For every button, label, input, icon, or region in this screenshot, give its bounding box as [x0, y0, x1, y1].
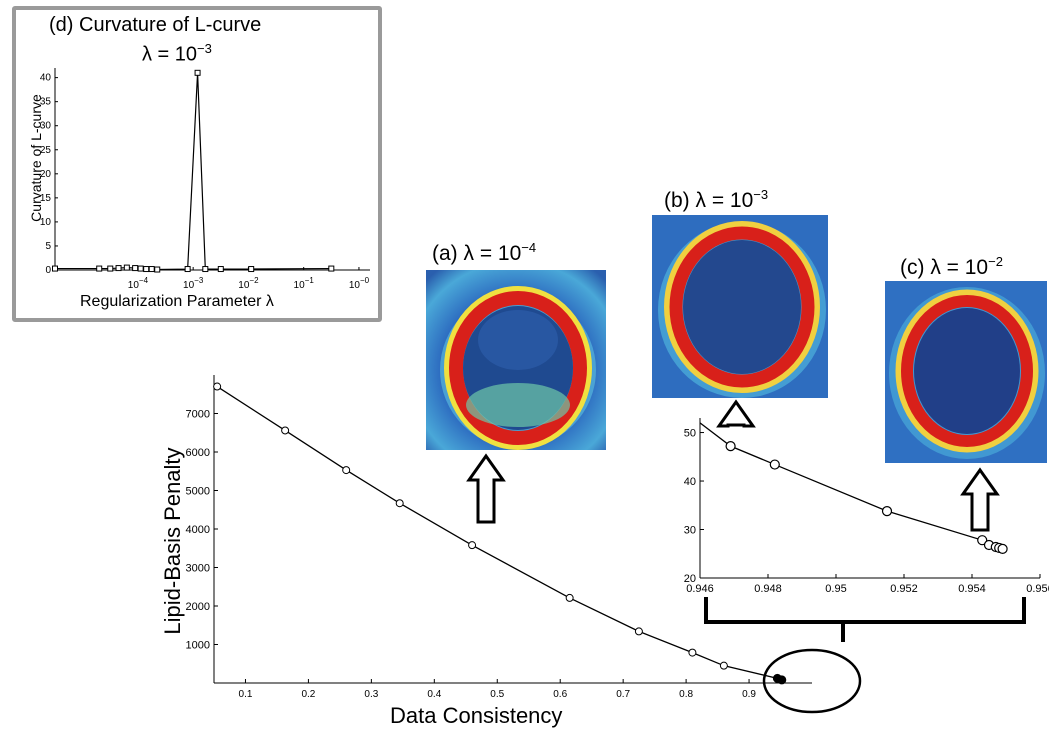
zoom-region-ellipse: [762, 648, 862, 714]
lipid-map-c: [885, 281, 1047, 463]
main-data-point: [565, 593, 574, 602]
curv-data-point: [137, 265, 144, 272]
curv-data-point: [115, 265, 122, 272]
main-x-tick-label: 0.2: [301, 689, 315, 700]
zoom-x-tick-label: 0.95: [825, 583, 846, 595]
curv-x-tick-label: 10−4: [128, 276, 149, 291]
image-a-label: (a) λ = 10−4: [432, 240, 537, 265]
main-y-tick-label: 4000: [186, 524, 210, 536]
main-ylabel: Lipid-Basis Penalty: [160, 447, 185, 635]
zoom-x-tick-label: 0.956: [1026, 583, 1049, 595]
main-data-point: [395, 499, 404, 508]
curv-data-point: [107, 265, 114, 272]
zoom-bracket: [704, 597, 1026, 624]
curv-y-tick-label: 20: [40, 169, 52, 180]
main-x-tick-label: 0.5: [490, 689, 504, 700]
curv-y-tick-label: 25: [40, 145, 52, 156]
curvature-plot: 0 5 10 15 20 25 30 35 40 10−4 10−3 10−2 10−1 10−0: [40, 68, 370, 291]
curv-data-point: [194, 69, 201, 76]
main-y-tick-label: 1000: [186, 640, 210, 652]
curvature-ylabel: Curvature of L-curve: [28, 94, 44, 222]
main-y-tick-label: 5000: [186, 486, 210, 498]
curv-series-line: [55, 72, 332, 271]
curv-y-tick-label: 0: [45, 265, 51, 276]
curv-data-point: [96, 265, 103, 272]
zoom-data-point: [881, 505, 893, 517]
curv-y-tick-label: 15: [40, 193, 52, 204]
curv-x-tick-label: 10−0: [349, 276, 370, 291]
zoom-y-tick-label: 20: [684, 573, 696, 585]
curvature-panel: [12, 6, 382, 322]
main-data-point: [719, 661, 728, 670]
curv-data-point: [148, 266, 155, 273]
annotations: [466, 399, 1026, 714]
main-x-tick-label: 0.8: [679, 689, 693, 700]
arrow-to-image-a: [466, 453, 506, 524]
main-data-point: [688, 648, 697, 657]
curv-x-tick-label: 10−2: [238, 276, 259, 291]
main-x-tick-label: 0.9: [742, 689, 756, 700]
curv-data-point: [184, 266, 191, 273]
main-x-tick-label: 0.7: [616, 689, 630, 700]
l-curve-main-plot: 0.1 0.2 0.3 0.4 0.5 0.6 0.7 0.8 0.9 1000 2000 3000 4…: [186, 375, 812, 700]
main-x-tick-label: 0.4: [427, 689, 441, 700]
lipid-map-a: [426, 270, 606, 450]
curv-data-point: [248, 266, 255, 273]
zoom-y-tick-label: 30: [684, 525, 696, 537]
curv-data-point: [52, 265, 58, 272]
zoom-data-point: [725, 441, 736, 452]
curv-y-tick-label: 35: [40, 97, 52, 108]
main-y-tick-label: 2000: [186, 601, 210, 613]
main-x-tick-label: 0.3: [364, 689, 378, 700]
curv-data-point: [217, 266, 224, 273]
curvature-lambda-label: λ = 10−3: [142, 41, 212, 66]
main-data-point: [468, 541, 477, 550]
main-x-tick-label: 0.1: [239, 689, 253, 700]
main-y-tick-label: 7000: [186, 409, 210, 421]
zoom-x-tick-label: 0.946: [686, 583, 714, 595]
zoom-y-tick-label: 40: [684, 476, 696, 488]
curv-x-tick-label: 10−3: [183, 276, 204, 291]
lipid-map-b: [652, 215, 828, 398]
arrow-to-image-b: [716, 399, 756, 428]
zoom-x-tick-label: 0.954: [958, 583, 986, 595]
curv-data-point: [328, 265, 335, 272]
arrow-to-image-c: [960, 467, 1000, 532]
curv-data-point: [123, 264, 130, 271]
curv-y-tick-label: 5: [45, 241, 51, 252]
image-c-label: (c) λ = 10−2: [900, 254, 1003, 279]
main-data-point: [777, 675, 787, 685]
main-xlabel: Data Consistency: [390, 703, 563, 728]
curv-data-point: [143, 266, 150, 273]
curv-x-tick-label: 10−1: [294, 276, 315, 291]
zoom-y-tick-label: 50: [684, 428, 696, 440]
curvature-title: (d) Curvature of L-curve: [49, 14, 262, 36]
main-data-point: [342, 466, 351, 475]
main-y-tick-label: 3000: [186, 563, 210, 575]
main-data-point: [281, 426, 290, 435]
zoom-data-point: [769, 459, 780, 470]
main-y-tick-label: 6000: [186, 447, 210, 459]
curv-y-tick-label: 40: [40, 73, 52, 84]
zoom-x-tick-label: 0.948: [754, 583, 782, 595]
curvature-xlabel: Regularization Parameter λ: [80, 293, 274, 310]
curv-y-tick-label: 10: [40, 217, 52, 228]
main-data-point: [213, 382, 222, 391]
main-x-tick-label: 0.6: [553, 689, 567, 700]
zoom-x-tick-label: 0.952: [890, 583, 918, 595]
zoom-data-point: [977, 535, 988, 546]
main-data-point: [634, 627, 643, 636]
curv-data-point: [154, 266, 161, 273]
curv-data-point: [132, 265, 139, 272]
curv-y-tick-label: 30: [40, 121, 52, 132]
zoom-data-point: [997, 543, 1008, 555]
curv-data-point: [202, 266, 209, 273]
image-b-label: (b) λ = 10−3: [664, 187, 769, 212]
